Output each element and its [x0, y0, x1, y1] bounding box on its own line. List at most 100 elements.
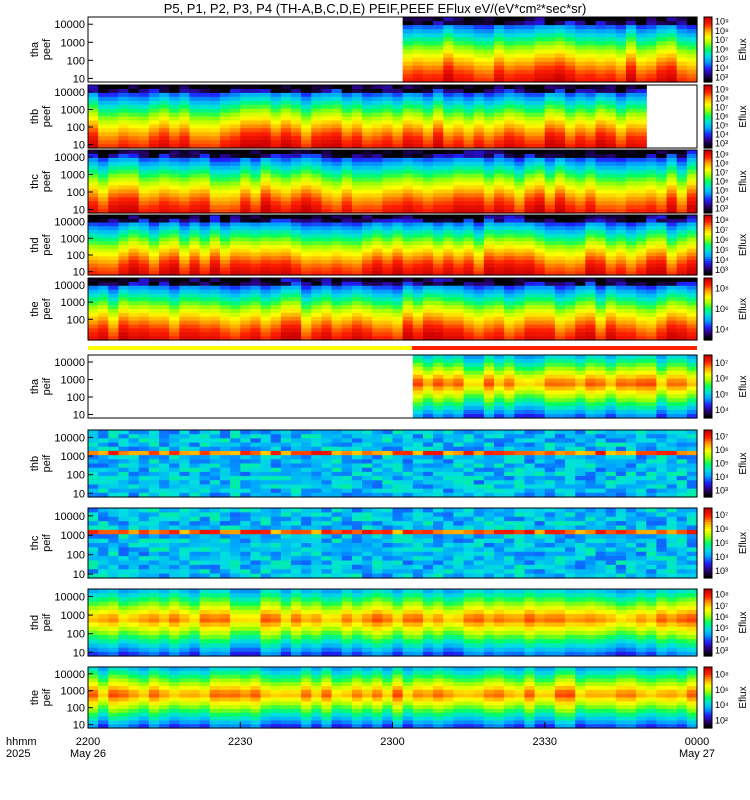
heatmap-cell	[98, 165, 109, 171]
heatmap-cell	[179, 293, 191, 298]
heatmap-cell	[494, 69, 505, 75]
heatmap-cell	[494, 316, 505, 322]
heatmap-cell	[301, 153, 312, 159]
heatmap-cell	[524, 73, 536, 79]
heatmap-cell	[159, 205, 170, 210]
heatmap-cell	[392, 132, 404, 137]
heatmap-cell	[463, 150, 475, 155]
heatmap-cell	[240, 271, 251, 276]
heatmap-cell	[128, 169, 140, 175]
heatmap-cell	[615, 281, 627, 287]
heatmap-cell	[230, 226, 241, 231]
heatmap-cell	[676, 324, 688, 329]
heatmap-cell	[280, 230, 292, 235]
heatmap-cell	[199, 128, 211, 133]
heatmap-cell	[636, 278, 647, 283]
heatmap-cell	[534, 108, 546, 114]
heatmap-cell	[291, 263, 302, 269]
heatmap-cell	[179, 324, 191, 329]
heatmap-cell	[494, 281, 505, 287]
colorbar-swatch	[704, 158, 712, 162]
heatmap-cell	[219, 205, 231, 210]
heatmap-cell	[473, 193, 485, 198]
heatmap-cell	[422, 181, 434, 187]
heatmap-cell	[534, 374, 546, 380]
heatmap-cell	[544, 45, 556, 51]
heatmap-cell	[422, 378, 434, 384]
heatmap-cell	[585, 25, 597, 30]
heatmap-cell	[392, 285, 404, 291]
heatmap-cell	[453, 61, 465, 67]
heatmap-cell	[595, 209, 607, 214]
heatmap-cell	[108, 289, 120, 295]
heatmap-cell	[615, 320, 627, 326]
heatmap-cell	[585, 73, 597, 79]
heatmap-cell	[291, 173, 302, 179]
heatmap-cell	[169, 124, 180, 129]
heatmap-cell	[595, 222, 607, 227]
heatmap-cell	[362, 324, 373, 329]
heatmap-cell	[453, 402, 465, 407]
heatmap-cell	[625, 355, 637, 360]
heatmap-cell	[656, 201, 668, 206]
heatmap-cell	[453, 293, 465, 298]
heatmap-cell	[209, 132, 221, 137]
heatmap-cell	[534, 309, 546, 314]
heatmap-cell	[422, 390, 434, 395]
heatmap-cell	[351, 173, 363, 179]
heatmap-cell	[524, 410, 536, 415]
heatmap-cell	[372, 278, 383, 283]
heatmap-cell	[260, 165, 272, 171]
heatmap-cell	[351, 226, 363, 231]
heatmap-cell	[524, 120, 536, 125]
colorbar-swatch	[704, 217, 712, 220]
heatmap-cell	[362, 215, 373, 220]
heatmap-cell	[148, 197, 160, 202]
heatmap-cell	[565, 378, 576, 384]
heatmap-cell	[321, 181, 333, 187]
heatmap-cell	[118, 193, 130, 198]
colorbar-swatch	[704, 407, 712, 411]
heatmap-cell	[179, 271, 191, 276]
heatmap-cell	[656, 197, 668, 202]
heatmap-cell	[280, 112, 292, 118]
heatmap-cell	[199, 278, 211, 283]
heatmap-cell	[656, 263, 668, 269]
heatmap-cell	[199, 241, 211, 246]
colorbar-tick-label: 10⁹	[715, 85, 729, 95]
heatmap-cell	[544, 215, 556, 220]
heatmap-cell	[656, 37, 668, 42]
heatmap-cell	[412, 77, 424, 83]
heatmap-cell	[260, 316, 272, 322]
heatmap-cell	[311, 112, 323, 118]
heatmap-cell	[362, 332, 373, 337]
heatmap-cell	[605, 215, 617, 220]
heatmap-cell	[311, 193, 323, 198]
heatmap-cell	[595, 150, 607, 155]
heatmap-cell	[554, 120, 566, 125]
heatmap-cell	[311, 165, 323, 171]
y-tick-label: 100	[67, 250, 85, 262]
heatmap-cell	[179, 169, 191, 175]
heatmap-cell	[443, 150, 454, 155]
heatmap-cell	[473, 316, 485, 322]
heatmap-cell	[321, 157, 333, 163]
heatmap-cell	[544, 124, 556, 129]
heatmap-cell	[676, 271, 688, 276]
heatmap-cell	[595, 88, 607, 94]
heatmap-cell	[88, 278, 99, 283]
colorbar-swatch	[704, 120, 712, 124]
heatmap-cell	[372, 189, 383, 194]
heatmap-cell	[108, 169, 120, 175]
heatmap-cell	[189, 230, 201, 235]
heatmap-cell	[483, 57, 495, 63]
heatmap-cell	[412, 92, 424, 98]
heatmap-cell	[422, 252, 434, 257]
heatmap-cell	[686, 21, 698, 26]
heatmap-cell	[524, 173, 536, 179]
heatmap-cell	[351, 256, 363, 261]
heatmap-cell	[646, 271, 657, 276]
heatmap-cell	[504, 305, 515, 310]
heatmap-cell	[138, 153, 150, 159]
heatmap-cell	[453, 285, 465, 291]
